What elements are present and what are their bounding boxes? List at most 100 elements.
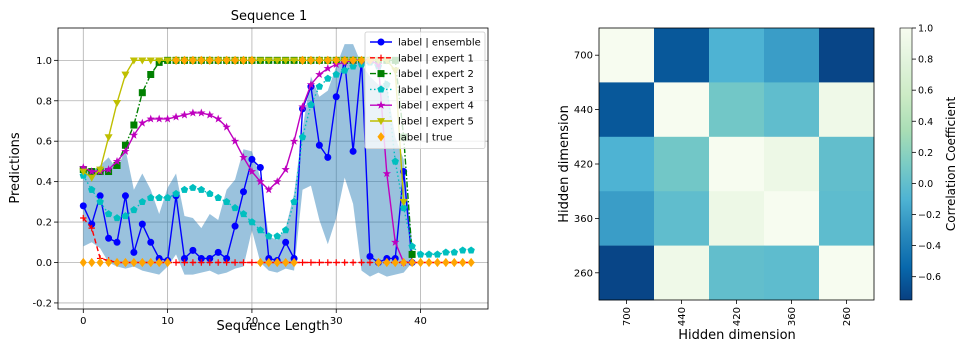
data-point	[129, 130, 139, 139]
data-point	[289, 136, 299, 145]
data-point	[341, 259, 348, 266]
legend-item: label | true	[377, 132, 452, 143]
data-point	[105, 257, 113, 268]
data-point	[366, 252, 374, 260]
data-point	[121, 146, 130, 155]
data-point	[442, 248, 450, 256]
data-point	[138, 257, 146, 268]
data-point	[459, 257, 467, 268]
heatmap-y-tick-label: 260	[574, 268, 593, 279]
chart-title: Sequence 1	[231, 9, 308, 24]
data-point	[281, 165, 290, 174]
heatmap-x-ticks: 700 440 420 360 260	[622, 300, 853, 326]
colorbar-tick-label: 1.0	[918, 24, 933, 35]
data-point	[171, 112, 181, 121]
heatmap-chart: 700 440 420 360 260 700 440 420 360 260 Hidden d…	[557, 24, 958, 343]
y-axis-label: Predictions	[8, 132, 23, 204]
data-point	[121, 212, 130, 220]
heatmap-y-ticks: 700 440 420 360 260	[574, 51, 599, 279]
data-point	[383, 257, 391, 268]
data-point	[256, 177, 265, 186]
legend-marker	[377, 85, 385, 93]
data-point	[358, 259, 365, 266]
x-tick-label: 40	[414, 316, 427, 327]
data-point	[265, 257, 273, 268]
heatmap-y-tick-label: 700	[574, 51, 593, 62]
legend-marker	[376, 118, 386, 126]
data-point	[433, 257, 441, 268]
data-point	[400, 257, 408, 268]
data-point	[333, 259, 340, 266]
heatmap-y-axis-label: Hidden dimension	[557, 105, 572, 223]
data-point	[349, 62, 357, 70]
data-point	[324, 259, 332, 266]
data-point	[130, 121, 138, 129]
heatmap-x-tick-label: 420	[732, 307, 743, 326]
x-tick-label: 10	[161, 316, 174, 327]
data-point	[467, 246, 475, 254]
heatmap-cell	[599, 136, 655, 192]
uncertainty-band-area	[83, 44, 413, 277]
data-point	[248, 155, 256, 163]
legend-marker	[377, 70, 385, 78]
data-point	[146, 57, 155, 65]
data-point	[282, 257, 290, 268]
heatmap-x-tick-label: 700	[622, 307, 633, 326]
legend-item: label | expert 1	[370, 53, 474, 64]
heatmap-cell	[654, 245, 710, 301]
colorbar-tick-label: 0.0	[918, 179, 933, 190]
data-point	[239, 210, 248, 218]
heatmap-cell	[764, 245, 820, 301]
heatmap-cell	[709, 28, 765, 83]
data-point	[121, 71, 130, 79]
data-point	[197, 108, 206, 117]
data-point	[391, 257, 399, 268]
y-tick-label: 0.4	[36, 177, 52, 188]
data-point	[459, 246, 467, 254]
data-point	[214, 259, 222, 266]
data-point	[155, 193, 163, 201]
colorbar-tick-label: 0.2	[918, 148, 933, 159]
data-point	[374, 257, 382, 268]
data-point	[231, 204, 239, 212]
colorbar-tick-label: −0.2	[918, 210, 941, 221]
data-point	[180, 185, 189, 193]
data-point	[197, 55, 205, 65]
legend-label: label | expert 5	[398, 117, 474, 128]
data-point	[88, 185, 96, 193]
data-point	[239, 55, 248, 65]
legend-marker	[376, 100, 386, 109]
data-point	[113, 238, 121, 246]
heatmap-cell	[599, 82, 655, 138]
heatmap-x-tick-label: 360	[787, 307, 798, 326]
data-point	[349, 55, 357, 65]
x-tick-label: 30	[330, 316, 343, 327]
data-point	[222, 122, 231, 131]
heatmap-cell	[764, 136, 820, 192]
data-point	[206, 259, 213, 266]
y-tick-label: 0.8	[36, 96, 52, 107]
data-point	[433, 250, 442, 258]
heatmap-x-tick-label: 440	[677, 307, 688, 326]
data-point	[391, 157, 399, 165]
data-point	[163, 193, 172, 201]
data-point	[349, 147, 357, 155]
data-point	[442, 257, 450, 268]
data-point	[315, 55, 323, 65]
heatmap-cell	[819, 28, 875, 83]
data-point	[307, 55, 315, 65]
x-tick-labels: 0 10 20 30 40	[80, 309, 427, 327]
data-point	[298, 55, 307, 65]
heatmap-x-axis-label: Hidden dimension	[678, 328, 796, 343]
data-point	[214, 248, 222, 256]
data-point	[188, 108, 198, 117]
data-point	[138, 220, 146, 228]
heatmap-cell	[654, 191, 710, 246]
data-point	[290, 257, 298, 268]
data-point	[88, 257, 96, 268]
data-point	[189, 246, 197, 254]
data-point	[205, 110, 214, 119]
data-point	[425, 257, 433, 268]
data-point	[264, 185, 273, 194]
data-point	[332, 70, 340, 78]
